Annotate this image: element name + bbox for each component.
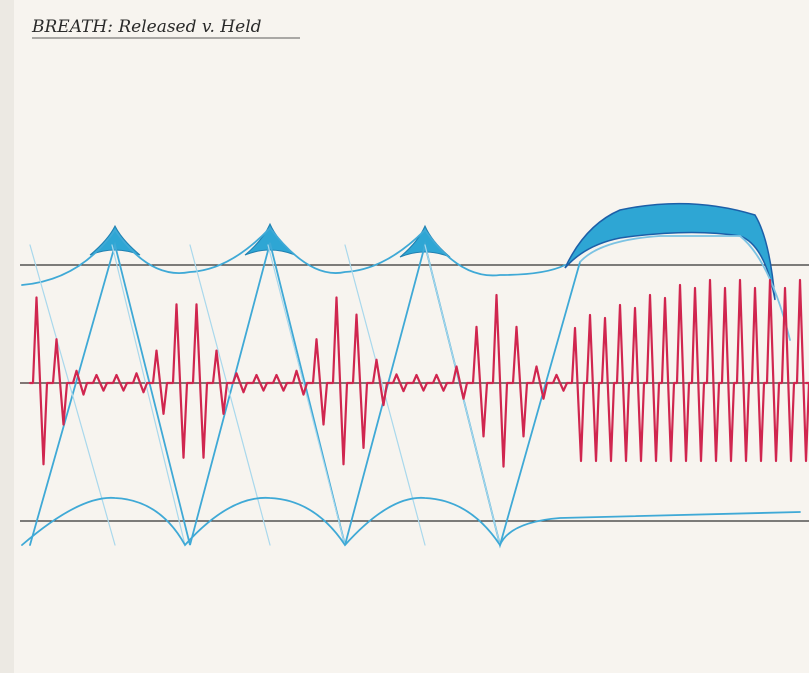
- lower-envelope: [21, 496, 501, 547]
- upper-envelope: [21, 226, 566, 286]
- held-lower: [499, 511, 801, 546]
- breath-wave: [28, 278, 809, 468]
- paper-edge: [0, 0, 14, 673]
- released-peaks: [89, 222, 451, 258]
- held-upper: [579, 235, 791, 341]
- title: BREATH: Released v. Held: [31, 17, 262, 37]
- held-band: [564, 202, 776, 301]
- envelope: [21, 226, 801, 549]
- faint-diagonals: [29, 244, 501, 546]
- peak: [89, 224, 141, 256]
